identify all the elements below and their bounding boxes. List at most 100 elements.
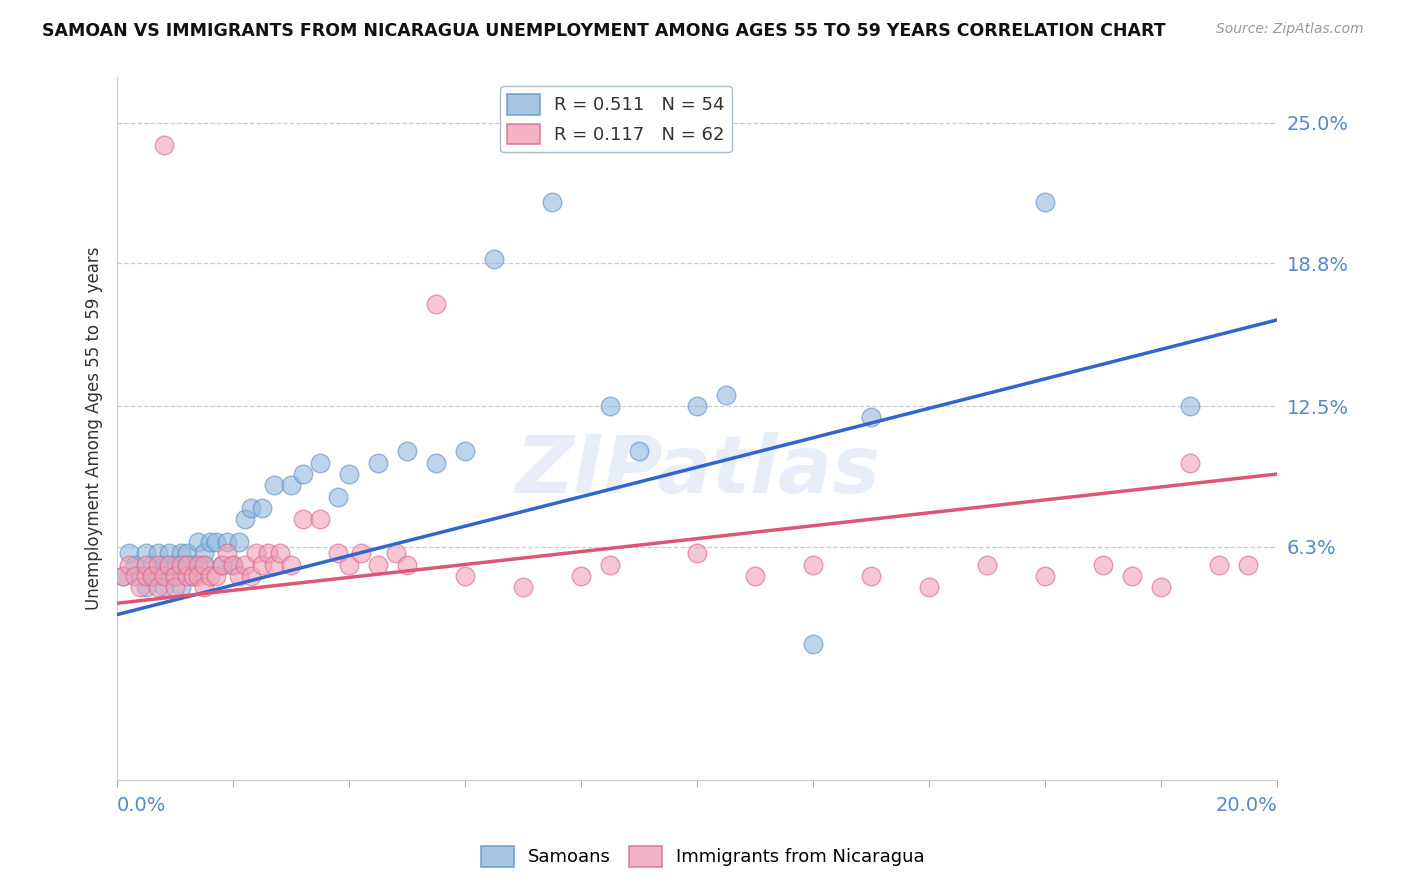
Point (744, 569, 766, 583)
Legend: R = 0.511   N = 54, R = 0.117   N = 62: R = 0.511 N = 54, R = 0.117 N = 62 (501, 87, 733, 152)
Point (309, 456, 332, 470)
Point (141, 569, 163, 583)
Point (454, 569, 477, 583)
Point (118, 558, 141, 572)
Point (918, 580, 941, 594)
Point (152, 580, 174, 594)
Point (187, 558, 209, 572)
Point (269, 546, 291, 560)
Point (263, 558, 285, 572)
Point (326, 546, 349, 560)
Point (482, 252, 505, 266)
Point (170, 558, 193, 572)
Point (165, 580, 187, 594)
Point (135, 580, 157, 594)
Point (860, 410, 883, 425)
Point (124, 569, 146, 583)
Point (686, 399, 709, 413)
Point (714, 388, 737, 402)
Point (193, 558, 215, 572)
Point (628, 444, 651, 458)
Point (181, 558, 204, 572)
Point (181, 569, 204, 583)
Point (152, 558, 174, 572)
Point (135, 558, 157, 572)
Point (165, 569, 187, 583)
Point (239, 569, 262, 583)
Point (165, 558, 187, 572)
Point (152, 138, 174, 153)
Text: SAMOAN VS IMMIGRANTS FROM NICARAGUA UNEMPLOYMENT AMONG AGES 55 TO 59 YEARS CORRE: SAMOAN VS IMMIGRANTS FROM NICARAGUA UNEM… (42, 22, 1166, 40)
Point (686, 546, 709, 560)
Point (198, 535, 221, 549)
Point (337, 467, 360, 481)
Point (217, 535, 239, 549)
Point (217, 546, 239, 560)
Point (157, 558, 180, 572)
Point (350, 546, 373, 560)
Point (1091, 558, 1114, 572)
Point (146, 558, 169, 572)
Point (1178, 456, 1201, 470)
Point (181, 569, 204, 583)
Point (176, 558, 198, 572)
Text: 0.0%: 0.0% (117, 796, 166, 814)
Point (187, 569, 209, 583)
Point (129, 569, 152, 583)
Text: 20.0%: 20.0% (1215, 796, 1277, 814)
Point (228, 569, 250, 583)
Point (367, 558, 389, 572)
Point (263, 478, 285, 492)
Point (228, 535, 250, 549)
Point (239, 501, 262, 516)
Point (141, 569, 163, 583)
Point (396, 444, 419, 458)
Point (425, 297, 447, 311)
Point (111, 569, 134, 583)
Point (233, 558, 256, 572)
Point (146, 546, 169, 560)
Point (396, 558, 419, 572)
Point (512, 580, 534, 594)
Point (1237, 558, 1260, 572)
Point (541, 195, 564, 210)
Point (1033, 195, 1056, 210)
Point (157, 558, 180, 572)
Point (118, 546, 141, 560)
Point (337, 558, 360, 572)
Y-axis label: Unemployment Among Ages 55 to 59 years: Unemployment Among Ages 55 to 59 years (86, 247, 103, 610)
Point (801, 558, 824, 572)
Point (146, 569, 169, 583)
Point (291, 512, 314, 526)
Point (222, 558, 245, 572)
Point (124, 558, 146, 572)
Point (141, 558, 163, 572)
Point (599, 399, 621, 413)
Point (569, 569, 592, 583)
Point (211, 558, 233, 572)
Point (176, 569, 198, 583)
Point (157, 546, 180, 560)
Point (198, 569, 221, 583)
Point (309, 512, 332, 526)
Point (291, 467, 314, 481)
Point (204, 535, 226, 549)
Point (1150, 580, 1173, 594)
Point (204, 569, 226, 583)
Point (976, 558, 998, 572)
Point (425, 456, 447, 470)
Point (250, 558, 273, 572)
Point (384, 546, 406, 560)
Point (245, 546, 267, 560)
Point (170, 580, 193, 594)
Point (187, 535, 209, 549)
Point (146, 580, 169, 594)
Point (1121, 569, 1143, 583)
Point (152, 569, 174, 583)
Point (176, 546, 198, 560)
Point (454, 444, 477, 458)
Point (129, 580, 152, 594)
Point (257, 546, 280, 560)
Legend: Samoans, Immigrants from Nicaragua: Samoans, Immigrants from Nicaragua (474, 838, 932, 874)
Point (193, 580, 215, 594)
